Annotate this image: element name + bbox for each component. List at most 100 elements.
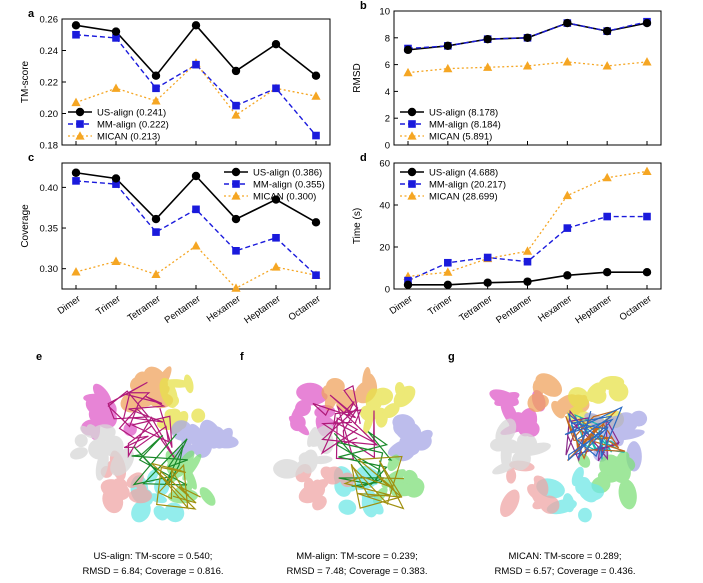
legend-label: MICAN (0.300)	[253, 192, 316, 203]
x-tick-label: Heptamer	[573, 293, 613, 326]
protein-subunit	[273, 424, 334, 479]
data-point	[271, 40, 281, 49]
data-point	[271, 195, 281, 204]
data-point	[311, 71, 321, 80]
legend-marker	[407, 191, 417, 200]
protein-subunit	[171, 419, 239, 462]
data-point	[71, 21, 81, 30]
y-axis-label: Coverage	[20, 204, 31, 248]
y-tick-label: 0.26	[40, 15, 59, 26]
data-point	[72, 177, 80, 185]
data-point	[191, 241, 201, 250]
panel-d-time-chart: d 0 20 40 60 Time (s) Dimer Trimer Tetramer Penta…	[352, 152, 662, 326]
data-point	[311, 218, 321, 227]
panel-label: g	[448, 351, 455, 363]
data-point	[523, 257, 532, 266]
data-point	[232, 246, 240, 255]
panel-label: f	[240, 351, 244, 363]
caption-e: US-align: TM-score = 0.540; RMSD = 6.84;…	[83, 551, 224, 577]
data-point	[272, 233, 280, 242]
data-point	[192, 60, 200, 69]
x-tick-label: Dimer	[388, 293, 415, 317]
y-tick-label: 0.20	[40, 109, 59, 120]
data-point	[111, 174, 121, 183]
data-point	[483, 62, 493, 71]
backbone-trace	[107, 381, 166, 428]
data-point	[151, 269, 161, 278]
legend-label: MM-align (0.222)	[97, 120, 169, 131]
data-point	[151, 214, 161, 224]
data-point	[191, 21, 201, 30]
panel-label: a	[28, 8, 35, 20]
data-point	[232, 101, 240, 110]
data-point	[602, 26, 612, 36]
legend-label: US-align (4.688)	[429, 168, 498, 179]
data-point	[562, 190, 572, 200]
structure-image-e: e	[36, 351, 239, 523]
data-point	[71, 97, 81, 107]
data-point	[563, 224, 572, 232]
x-tick-label: Tetramer	[457, 293, 494, 324]
y-tick-label: 8	[385, 33, 390, 44]
data-point	[112, 34, 120, 42]
data-point	[602, 61, 612, 70]
data-point	[603, 212, 611, 221]
legend-marker	[407, 167, 417, 177]
data-point	[443, 41, 453, 51]
backbone-trace	[151, 462, 201, 510]
legend-label: US-align (0.241)	[97, 108, 166, 119]
structure-image-g: g	[448, 351, 648, 523]
backbone-trace	[312, 384, 362, 426]
backbone-trace	[343, 455, 405, 510]
x-tick-label: Pentamer	[494, 293, 534, 326]
caption-e-line2: RMSD = 6.84; Coverage = 0.816.	[83, 566, 224, 577]
data-point	[642, 268, 652, 277]
panel-label: b	[360, 0, 367, 12]
legend-marker	[408, 180, 416, 188]
legend-label: MM-align (20.217)	[429, 180, 506, 191]
data-point	[643, 212, 651, 221]
data-point	[231, 283, 241, 292]
protein-subunit	[288, 382, 336, 437]
data-point	[111, 27, 121, 36]
y-axis-label: RMSD	[352, 63, 363, 92]
data-point	[444, 258, 452, 267]
x-tick-label: Hexamer	[205, 293, 243, 324]
data-point	[152, 84, 160, 93]
caption-e-line1: US-align: TM-score = 0.540;	[94, 551, 213, 562]
data-point	[271, 262, 281, 271]
data-point	[311, 91, 321, 100]
data-point	[272, 84, 280, 93]
data-point	[111, 83, 121, 92]
data-point	[523, 277, 532, 286]
caption-f-line1: MM-align: TM-score = 0.239;	[296, 551, 418, 562]
panel-label: d	[360, 152, 367, 164]
legend-marker	[75, 131, 85, 140]
x-tick-label: Pentamer	[163, 293, 203, 326]
y-tick-label: 0	[385, 285, 390, 296]
caption-g-line1: MICAN: TM-score = 0.289;	[508, 551, 621, 562]
data-point	[563, 271, 572, 280]
y-tick-label: 60	[379, 159, 390, 170]
legend-marker	[231, 191, 241, 200]
data-point	[443, 267, 453, 276]
data-point	[112, 180, 120, 188]
backbone-trace	[320, 404, 379, 460]
y-tick-label: 0.18	[40, 141, 59, 152]
y-axis-label: TM-score	[20, 60, 31, 103]
data-point	[72, 30, 80, 39]
legend-label: US-align (0.386)	[253, 168, 322, 179]
legend-marker	[232, 180, 240, 188]
data-point	[151, 71, 161, 80]
legend-label: MICAN (0.213)	[97, 132, 160, 143]
caption-g-line2: RMSD = 6.57; Coverage = 0.436.	[495, 566, 636, 577]
legend-label: MM-align (0.355)	[253, 180, 325, 191]
x-tick-label: Octamer	[287, 293, 323, 323]
backbone-trace	[333, 431, 393, 488]
protein-subunit	[387, 414, 433, 462]
x-tick-label: Trimer	[426, 293, 455, 318]
y-tick-label: 4	[385, 87, 390, 98]
data-point	[483, 34, 492, 44]
y-tick-label: 6	[385, 60, 390, 71]
panel-label: e	[36, 351, 42, 363]
